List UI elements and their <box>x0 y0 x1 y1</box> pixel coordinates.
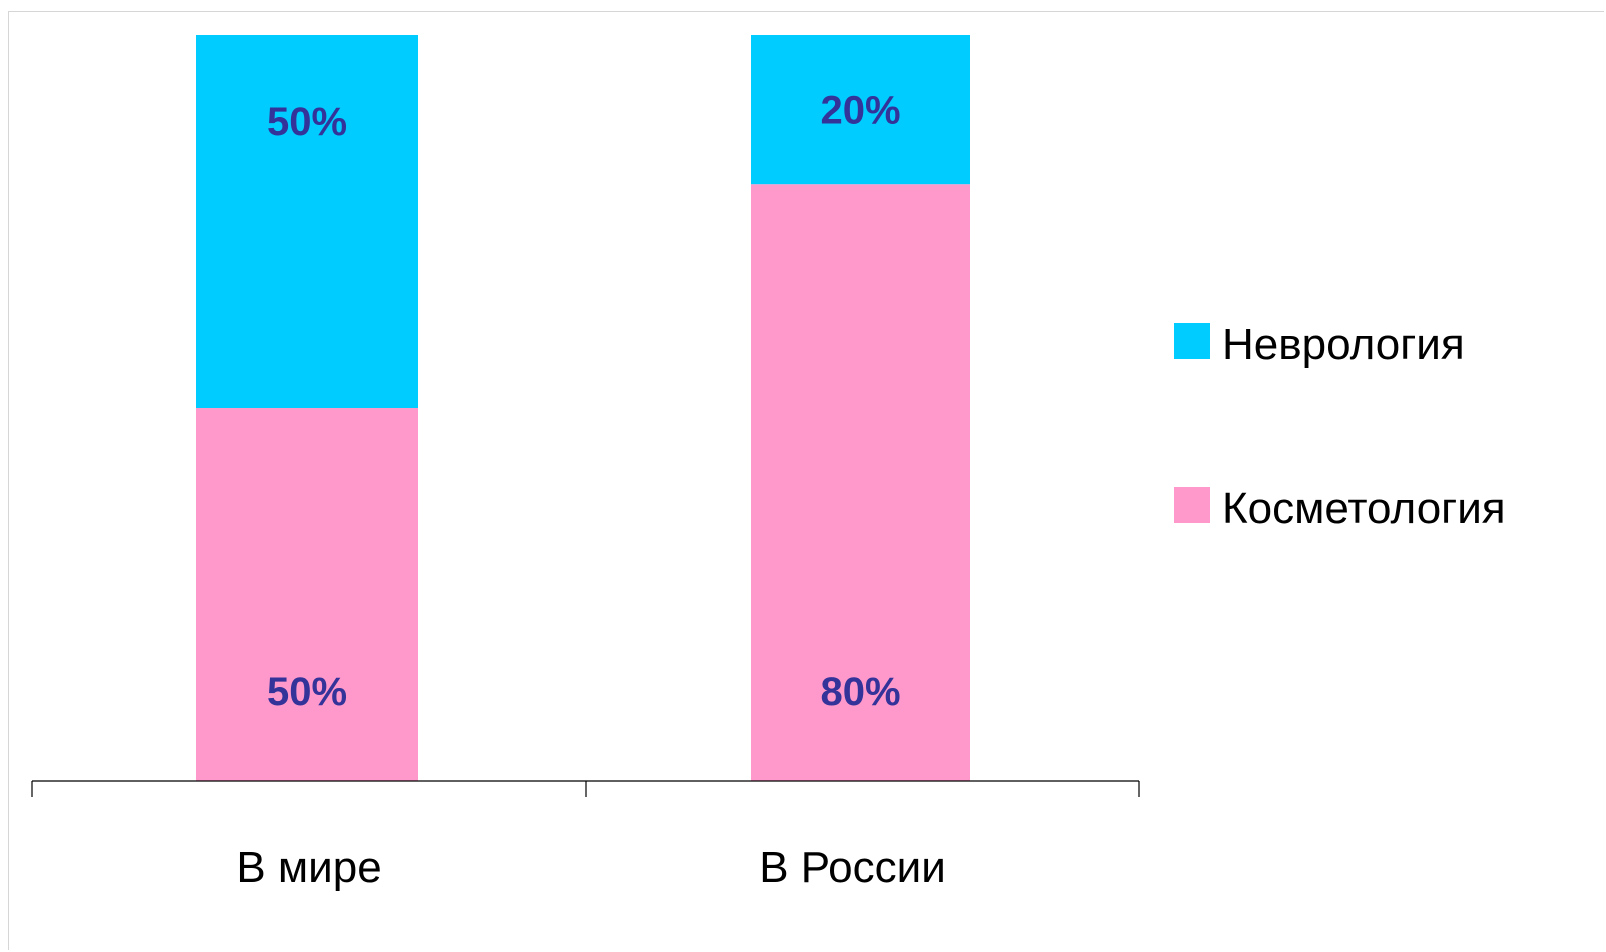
x-axis <box>31 780 1140 797</box>
legend: Неврология Косметология <box>1174 320 1506 533</box>
bar-segment-cosmetology-1 <box>751 184 970 781</box>
data-label: 50% <box>267 670 347 714</box>
legend-swatch-neurology <box>1174 323 1210 359</box>
category-labels-group: В мире В России <box>236 843 945 892</box>
category-label: В России <box>759 843 946 892</box>
bar-segment-cosmetology-0 <box>196 408 418 781</box>
chart-frame <box>8 11 1604 950</box>
data-label: 50% <box>267 100 347 144</box>
data-labels-group: 50% 50% 80% 20% <box>267 89 901 714</box>
legend-label-neurology: Неврология <box>1222 320 1465 369</box>
bar-segment-neurology-1 <box>751 35 970 185</box>
legend-label-cosmetology: Косметология <box>1222 484 1506 533</box>
data-label: 20% <box>820 89 900 133</box>
bar-segment-neurology-0 <box>196 35 418 408</box>
category-label: В мире <box>236 843 381 892</box>
data-label: 80% <box>820 670 900 714</box>
legend-swatch-cosmetology <box>1174 487 1210 523</box>
bars-group <box>196 35 970 781</box>
